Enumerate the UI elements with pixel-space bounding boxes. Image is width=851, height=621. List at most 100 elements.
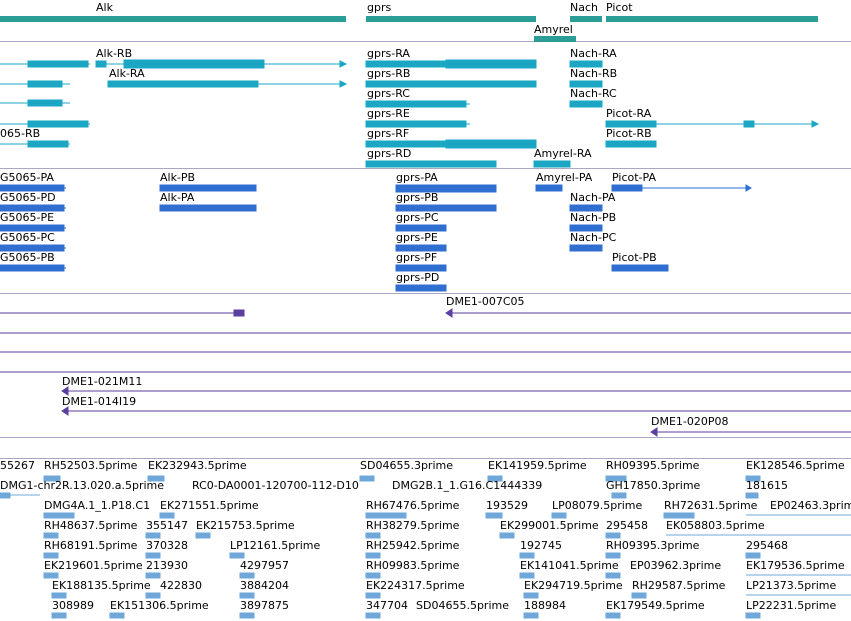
protein-label: G5065-PC — [0, 231, 55, 244]
transcript-label: gprs-RD — [367, 147, 412, 160]
protein-label: gprs-PB — [396, 191, 439, 204]
est-label: RH48637.5prime — [44, 519, 138, 532]
protein-glyphs — [0, 184, 752, 292]
transcript-label: gprs-RF — [367, 127, 410, 140]
transcript-label: Nach-RC — [570, 87, 617, 100]
est-label: 308989 — [52, 599, 94, 612]
est-label: EP03962.3prime — [630, 559, 722, 572]
transcript-label: Picot-RB — [606, 127, 652, 140]
transcript-label: Picot-RA — [606, 107, 652, 120]
gene-alk[interactable] — [0, 16, 346, 22]
est-label: 3884204 — [240, 579, 289, 592]
est-label: LP08079.5prime — [552, 499, 643, 512]
est-label: EK179536.5prime — [746, 559, 845, 572]
gene-amyrel[interactable] — [534, 36, 576, 42]
transcript-label: Nach-RA — [570, 47, 617, 60]
protein-label: Alk-PA — [160, 191, 195, 204]
est-label: EK294719.5prime — [524, 579, 623, 592]
protein-label: Picot-PA — [612, 171, 656, 184]
transcript-track: Alk-RB Alk-RA gprs-RA gprs-RB gprs-RC gp… — [0, 0, 851, 168]
gene-track-separator — [0, 41, 851, 42]
gene-label: Nach — [570, 1, 598, 14]
est-label: GH17850.3prime — [606, 479, 701, 492]
gene-track: Alk gprs Nach Picot Amyrel — [0, 0, 851, 42]
est-label: EK141959.5prime — [488, 459, 587, 472]
gene-gprs[interactable] — [366, 16, 536, 22]
transcript-label: gprs-RB — [367, 67, 411, 80]
est-label: RH72631.5prime — [664, 499, 758, 512]
est-label: RH09395.3prime — [606, 539, 700, 552]
est-label: 295458 — [606, 519, 648, 532]
est-label: EK141041.5prime — [520, 559, 619, 572]
est-label: DMG2B.1_1.G16.C1444339 — [392, 479, 543, 492]
est-label: RH38279.5prime — [366, 519, 460, 532]
transcript-track-separator — [0, 168, 851, 169]
est-label: EK058803.5prime — [666, 519, 765, 532]
gene-nach[interactable] — [570, 16, 602, 22]
est-label: 370328 — [146, 539, 188, 552]
est-label: 3897875 — [240, 599, 289, 612]
gene-label: Picot — [606, 1, 633, 14]
est-label: 4297957 — [240, 559, 289, 572]
est-label: RH29587.5prime — [632, 579, 726, 592]
est-label: 347704 — [366, 599, 408, 612]
gene-label: gprs — [367, 1, 392, 14]
est-label: EK128546.5prime — [746, 459, 845, 472]
protein-label: G5065-PA — [0, 171, 54, 184]
protein-label: Nach-PC — [570, 231, 617, 244]
est-label: SD04655.3prime — [360, 459, 453, 472]
est-label: RH52503.5prime — [44, 459, 138, 472]
protein-label: Picot-PB — [612, 251, 657, 264]
est-label: 295468 — [746, 539, 788, 552]
est-label: EK151306.5prime — [110, 599, 209, 612]
protein-label: gprs-PA — [396, 171, 438, 184]
est-label: EK232943.5prime — [148, 459, 247, 472]
transcript-label: Alk-RB — [96, 47, 133, 60]
clone-label: DME1-021M11 — [62, 375, 143, 388]
clone-label: DME1-014I19 — [62, 395, 137, 408]
protein-label: Alk-PB — [160, 171, 196, 184]
est-label: 192745 — [520, 539, 562, 552]
transcript-label: Nach-RB — [570, 67, 618, 80]
est-label: 422830 — [160, 579, 202, 592]
transcript-label: Amyrel-RA — [534, 147, 592, 160]
est-label: RH09983.5prime — [366, 559, 460, 572]
est-label: RH67476.5prime — [366, 499, 460, 512]
gene-picot[interactable] — [606, 16, 818, 22]
est-label: EK219601.5prime — [44, 559, 143, 572]
est-label: EK215753.5prime — [196, 519, 295, 532]
clone-label: DME1-020P08 — [651, 415, 729, 428]
est-label: EK299001.5prime — [500, 519, 599, 532]
protein-label: Amyrel-PA — [536, 171, 593, 184]
est-label: SD04655.5prime — [416, 599, 509, 612]
protein-label: Nach-PA — [570, 191, 616, 204]
clone-track: DME1-007C05 DME1-021M11 DME1-014I19 DME1… — [0, 295, 851, 437]
protein-label: Nach-PB — [570, 211, 617, 224]
est-label: 55267 — [0, 459, 35, 472]
transcript-label: 065-RB — [0, 127, 41, 140]
gene-label: Alk — [96, 1, 113, 14]
protein-label: G5065-PB — [0, 251, 55, 264]
est-track-separator — [0, 458, 851, 459]
est-label: DMG4A.1_1.P18.C1 — [44, 499, 151, 512]
est-label: 181615 — [746, 479, 788, 492]
protein-label: G5065-PD — [0, 191, 56, 204]
est-label: DMG1-chr2R.13.020.a.5prime — [0, 479, 165, 492]
protein-label: gprs-PF — [396, 251, 438, 264]
est-label: EK271551.5prime — [160, 499, 259, 512]
est-label: EP02463.3prime — [770, 499, 851, 512]
est-label: RH09395.5prime — [606, 459, 700, 472]
clone-label: DME1-007C05 — [446, 295, 525, 308]
est-label: EK179549.5prime — [606, 599, 705, 612]
clone-glyphs — [0, 308, 851, 437]
transcript-label: gprs-RE — [367, 107, 410, 120]
protein-label: gprs-PD — [396, 271, 440, 284]
est-label: LP21373.5prime — [746, 579, 837, 592]
est-label: RH25942.5prime — [366, 539, 460, 552]
est-label: 355147 — [146, 519, 188, 532]
est-label: LP22231.5prime — [746, 599, 837, 612]
est-label: 188984 — [524, 599, 566, 612]
protein-track-separator — [0, 293, 851, 294]
